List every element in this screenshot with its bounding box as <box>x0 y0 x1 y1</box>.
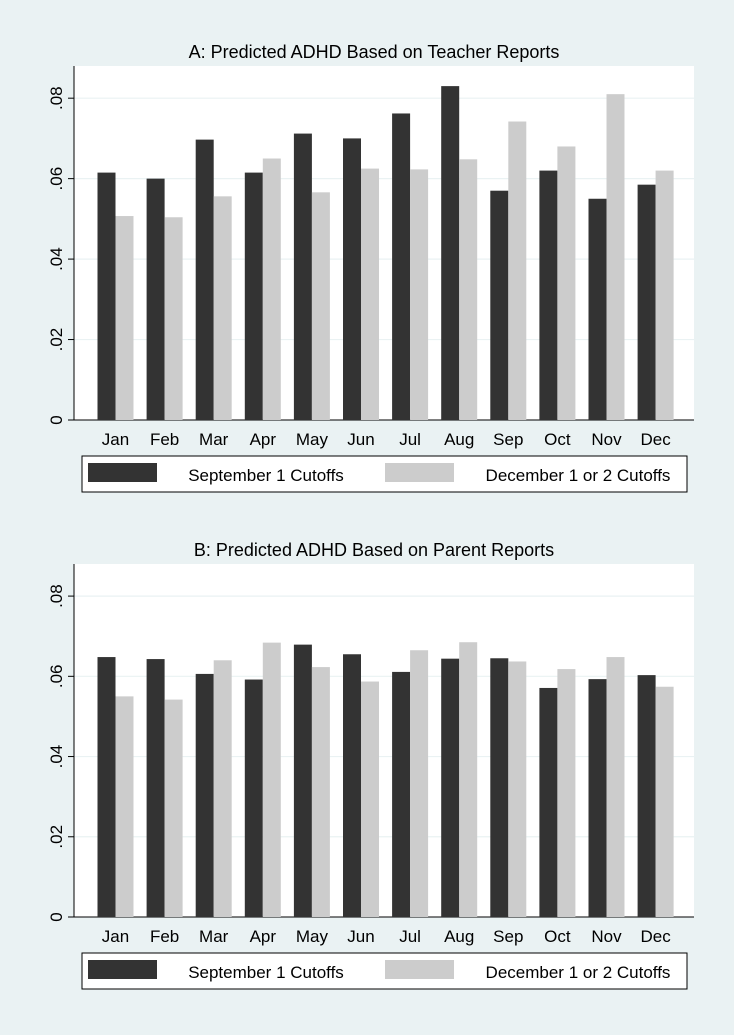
bar-september-cutoff-jan <box>97 657 116 917</box>
bar-september-cutoff-sep <box>490 190 509 420</box>
bar-december-cutoff-nov <box>606 657 625 917</box>
legend-swatch <box>385 960 454 979</box>
bar-december-cutoff-may <box>311 192 330 420</box>
bar-december-cutoff-mar <box>213 196 232 420</box>
bar-september-cutoff-feb <box>146 659 165 917</box>
legend-box <box>81 455 688 493</box>
x-tick-label: May <box>296 430 329 449</box>
legend-swatch <box>385 463 454 482</box>
bar-december-cutoff-feb <box>164 217 183 420</box>
bar-december-cutoff-may <box>311 667 330 917</box>
bar-december-cutoff-sep <box>508 121 527 420</box>
bar-september-cutoff-aug <box>441 658 460 917</box>
bar-december-cutoff-jul <box>410 650 429 917</box>
x-tick-label: Dec <box>640 430 671 449</box>
bar-september-cutoff-jun <box>343 138 361 420</box>
x-tick-label: May <box>296 927 329 946</box>
bar-september-cutoff-oct <box>539 170 558 420</box>
bar-september-cutoff-nov <box>588 679 607 917</box>
y-tick-label: 0 <box>47 912 66 921</box>
bar-september-cutoff-jul <box>392 671 411 917</box>
x-tick-label: Mar <box>199 927 229 946</box>
chart-title: B: Predicted ADHD Based on Parent Report… <box>194 540 554 560</box>
bar-september-cutoff-mar <box>195 673 214 917</box>
bar-december-cutoff-jun <box>361 681 379 917</box>
x-tick-label: Aug <box>444 430 474 449</box>
bar-september-cutoff-apr <box>244 679 263 917</box>
bar-december-cutoff-apr <box>262 642 281 917</box>
chart-panel-b: B: Predicted ADHD Based on Parent Report… <box>47 540 694 990</box>
bar-september-cutoff-may <box>293 644 312 917</box>
bar-december-cutoff-oct <box>557 146 576 421</box>
bar-december-cutoff-sep <box>508 661 527 917</box>
bar-september-cutoff-may <box>293 133 312 420</box>
bar-december-cutoff-jan <box>115 696 134 917</box>
x-tick-label: Apr <box>250 927 277 946</box>
bar-september-cutoff-oct <box>539 687 558 917</box>
chart-panel-a: A: Predicted ADHD Based on Teacher Repor… <box>47 42 694 493</box>
bar-september-cutoff-aug <box>441 86 460 420</box>
y-tick-label: .04 <box>47 745 66 769</box>
bar-september-cutoff-dec <box>637 675 656 917</box>
y-tick-label: 0 <box>47 415 66 424</box>
legend-label: September 1 Cutoffs <box>188 466 344 485</box>
bar-december-cutoff-aug <box>459 159 478 420</box>
x-tick-label: Jun <box>347 927 374 946</box>
bar-december-cutoff-apr <box>262 158 281 421</box>
x-tick-label: Mar <box>199 430 229 449</box>
y-tick-label: .06 <box>47 167 66 191</box>
x-tick-label: Sep <box>493 927 523 946</box>
bar-december-cutoff-feb <box>164 699 183 917</box>
x-tick-label: Apr <box>250 430 277 449</box>
x-tick-label: Jul <box>399 927 421 946</box>
bar-december-cutoff-jul <box>410 169 429 420</box>
x-tick-label: Feb <box>150 927 179 946</box>
legend-label: December 1 or 2 Cutoffs <box>486 963 671 982</box>
x-tick-label: Dec <box>640 927 671 946</box>
x-tick-label: Nov <box>591 927 622 946</box>
bar-december-cutoff-jan <box>115 216 134 420</box>
bar-december-cutoff-oct <box>557 669 576 917</box>
y-tick-label: .02 <box>47 328 66 352</box>
y-tick-label: .08 <box>47 86 66 110</box>
legend: September 1 Cutoffs December 1 or 2 Cutof… <box>81 952 688 990</box>
legend-swatch <box>88 960 157 979</box>
bar-september-cutoff-jan <box>97 172 116 420</box>
x-tick-label: Sep <box>493 430 523 449</box>
x-tick-label: Feb <box>150 430 179 449</box>
bar-september-cutoff-jul <box>392 113 411 420</box>
legend: September 1 Cutoffs December 1 or 2 Cutof… <box>81 455 688 493</box>
bar-december-cutoff-nov <box>606 94 625 420</box>
bar-september-cutoff-jun <box>343 654 361 917</box>
y-tick-label: .02 <box>47 825 66 849</box>
bar-december-cutoff-aug <box>459 642 478 917</box>
x-tick-label: Jul <box>399 430 421 449</box>
legend-swatch <box>88 463 157 482</box>
y-tick-label: .06 <box>47 664 66 688</box>
bar-september-cutoff-feb <box>146 178 165 420</box>
bar-september-cutoff-sep <box>490 658 509 917</box>
bar-september-cutoff-dec <box>637 184 656 420</box>
x-tick-label: Aug <box>444 927 474 946</box>
bar-september-cutoff-apr <box>244 172 263 420</box>
bar-december-cutoff-mar <box>213 660 232 917</box>
bar-december-cutoff-dec <box>655 170 674 420</box>
x-tick-label: Oct <box>544 430 571 449</box>
x-tick-label: Oct <box>544 927 571 946</box>
x-tick-label: Jun <box>347 430 374 449</box>
legend-label: December 1 or 2 Cutoffs <box>486 466 671 485</box>
x-tick-label: Nov <box>591 430 622 449</box>
chart-title: A: Predicted ADHD Based on Teacher Repor… <box>189 42 560 62</box>
x-tick-label: Jan <box>102 927 129 946</box>
bar-september-cutoff-mar <box>195 139 214 420</box>
legend-box <box>81 952 688 990</box>
bar-december-cutoff-dec <box>655 686 674 917</box>
x-tick-label: Jan <box>102 430 129 449</box>
bar-december-cutoff-jun <box>361 168 379 420</box>
legend-label: September 1 Cutoffs <box>188 963 344 982</box>
bar-september-cutoff-nov <box>588 198 607 420</box>
y-tick-label: .08 <box>47 584 66 608</box>
y-tick-label: .04 <box>47 247 66 271</box>
